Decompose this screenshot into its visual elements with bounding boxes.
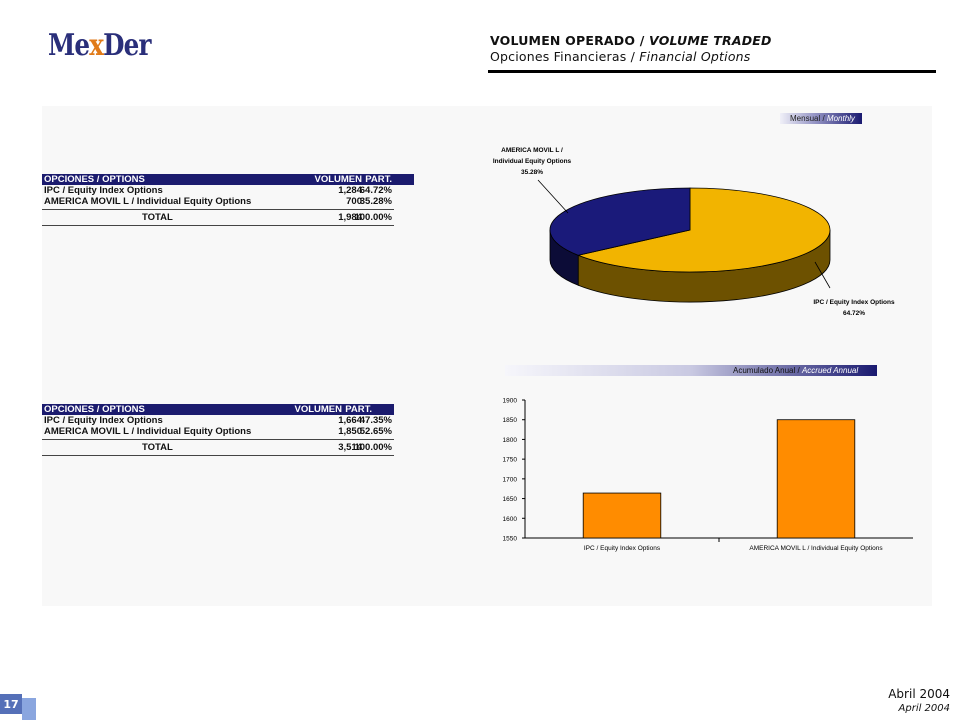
pie-slice — [576, 187, 831, 273]
row-part: 47.35% — [359, 415, 392, 426]
header-options: OPCIONES / OPTIONS — [44, 174, 145, 185]
table-rule — [42, 225, 394, 226]
bar-y-tick-label: 1800 — [503, 437, 518, 444]
table-row: AMERICA MOVIL L / Individual Equity Opti… — [42, 426, 414, 437]
table-rule — [42, 455, 394, 456]
bar-y-tick-label: 1850 — [503, 417, 518, 424]
table-total-row: TOTAL 1,984 100.00% — [42, 212, 414, 223]
table-row: IPC / Equity Index Options 1,284 64.72% — [42, 185, 414, 196]
title-es: VOLUMEN OPERADO — [490, 33, 636, 48]
subtitle-sep: / — [626, 49, 640, 64]
monthly-table: OPCIONES / OPTIONS VOLUMEN PART. IPC / E… — [42, 174, 414, 226]
row-part: 35.28% — [359, 196, 392, 207]
row-name: AMERICA MOVIL L / Individual Equity Opti… — [44, 426, 252, 437]
table-row: AMERICA MOVIL L / Individual Equity Opti… — [42, 196, 414, 207]
annual-band-label: Acumulado Anual / Accrued Annual — [733, 366, 858, 375]
table-row: IPC / Equity Index Options 1,664 47.35% — [42, 415, 414, 426]
bar-y-tick-label: 1550 — [503, 536, 518, 543]
header-part: PART. — [345, 404, 372, 415]
row-part: 52.65% — [359, 426, 392, 437]
mexder-logo: MexDer — [48, 28, 151, 63]
bar — [582, 492, 662, 539]
bar-x-tick-label: AMERICA MOVIL L / Individual Equity Opti… — [749, 545, 883, 552]
total-label: TOTAL — [142, 212, 173, 223]
table-header: OPCIONES / OPTIONS VOLUMEN PART. — [42, 174, 414, 185]
row-volume: 1,850 — [338, 426, 362, 437]
table-rule — [42, 209, 394, 210]
bar-y-tick-label: 1650 — [503, 496, 518, 503]
table-rule — [42, 439, 394, 440]
header-options: OPCIONES / OPTIONS — [44, 404, 145, 415]
logo-text-x: x — [89, 28, 104, 63]
subtitle-es: Opciones Financieras — [490, 49, 627, 64]
row-volume: 700 — [346, 196, 362, 207]
volume-pie-chart: IPC / Equity Index Options 64.72% AMERICA … — [493, 147, 895, 317]
header-volume: VOLUMEN — [314, 174, 363, 185]
total-volume: 3,514 — [338, 442, 362, 453]
header-part: PART. — [365, 174, 392, 185]
subtitle-en: Financial Options — [639, 49, 751, 64]
footer-date-en: April 2004 — [898, 703, 950, 714]
band-label-en: Monthly — [826, 114, 855, 123]
pie-label-amx-line2: Individual Equity Options — [493, 158, 572, 165]
logo-text-suffix: Der — [103, 28, 151, 63]
pie-label-amx: AMERICA MOVIL L / — [501, 147, 563, 154]
pie-leader-line — [814, 261, 831, 289]
annual-table: OPCIONES / OPTIONS VOLUMEN PART. IPC / E… — [42, 404, 414, 456]
bar-y-tick-label: 1750 — [503, 457, 518, 464]
volume-bar-chart: 1550 1600 1650 1700 1750 1800 1850 1900 IPC / Eq… — [503, 398, 913, 552]
total-part: 100.00% — [354, 442, 392, 453]
table-header: OPCIONES / OPTIONS VOLUMEN PART. — [42, 404, 394, 415]
band-label-es: Acumulado Anual / — [733, 366, 802, 375]
header-volume: VOLUMEN — [294, 404, 343, 415]
title-sep: / — [635, 33, 650, 48]
bar-x-tick-label: IPC / Equity Index Options — [584, 545, 661, 552]
bar-y-tick-label: 1600 — [503, 516, 518, 523]
monthly-band: Mensual / Monthly — [780, 113, 862, 124]
pie-label-amx-pct: 35.28% — [521, 169, 543, 176]
pie-slice — [549, 187, 691, 256]
row-volume: 1,284 — [338, 185, 362, 196]
pie-leader-line — [537, 179, 569, 214]
page-subtitle: Opciones Financieras / Financial Options — [490, 49, 751, 64]
total-part: 100.00% — [354, 212, 392, 223]
total-volume: 1,984 — [338, 212, 362, 223]
total-label: TOTAL — [142, 442, 173, 453]
annual-band: Acumulado Anual / Accrued Annual — [505, 365, 877, 376]
pie-label-ipc-pct: 64.72% — [843, 310, 865, 317]
table-total-row: TOTAL 3,514 100.00% — [42, 442, 414, 453]
logo-text-prefix: Me — [48, 28, 90, 63]
row-name: IPC / Equity Index Options — [44, 415, 163, 426]
pie-label-ipc: IPC / Equity Index Options — [813, 299, 895, 306]
page-tab-accent — [22, 698, 36, 720]
band-label-es: Mensual / — [790, 114, 827, 123]
monthly-band-label: Mensual / Monthly — [790, 114, 855, 123]
page-number: 17 — [0, 694, 22, 714]
row-part: 64.72% — [359, 185, 392, 196]
bar — [776, 419, 856, 539]
bar-y-tick-label: 1700 — [503, 476, 518, 483]
row-name: AMERICA MOVIL L / Individual Equity Opti… — [44, 196, 252, 207]
row-name: IPC / Equity Index Options — [44, 185, 163, 196]
title-en: VOLUME TRADED — [649, 33, 772, 48]
page-title: VOLUMEN OPERADO / VOLUME TRADED — [490, 33, 772, 48]
band-label-en: Accrued Annual — [801, 366, 859, 375]
bar-y-tick-label: 1900 — [503, 398, 518, 405]
footer-date-es: Abril 2004 — [888, 687, 950, 701]
header-rule — [488, 70, 936, 73]
row-volume: 1,664 — [338, 415, 362, 426]
